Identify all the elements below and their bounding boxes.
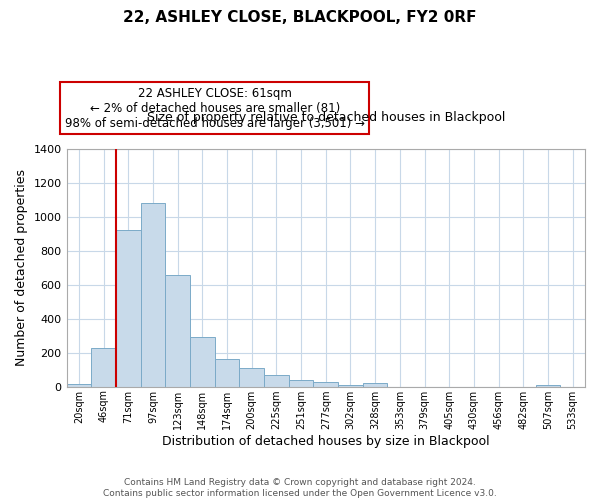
Bar [289, 380, 313, 386]
Text: 22 ASHLEY CLOSE: 61sqm
← 2% of detached houses are smaller (81)
98% of semi-deta: 22 ASHLEY CLOSE: 61sqm ← 2% of detached … [65, 87, 365, 130]
Bar [363, 384, 388, 386]
Y-axis label: Number of detached properties: Number of detached properties [15, 169, 28, 366]
Bar [91, 348, 116, 387]
Bar [190, 338, 215, 386]
X-axis label: Distribution of detached houses by size in Blackpool: Distribution of detached houses by size … [162, 434, 490, 448]
Bar [140, 203, 165, 386]
Bar [165, 276, 190, 386]
Bar [338, 385, 363, 386]
Text: Contains HM Land Registry data © Crown copyright and database right 2024.
Contai: Contains HM Land Registry data © Crown c… [103, 478, 497, 498]
Bar [215, 360, 239, 386]
Text: 22, ASHLEY CLOSE, BLACKPOOL, FY2 0RF: 22, ASHLEY CLOSE, BLACKPOOL, FY2 0RF [123, 10, 477, 25]
Bar [313, 382, 338, 386]
Bar [536, 385, 560, 386]
Title: Size of property relative to detached houses in Blackpool: Size of property relative to detached ho… [146, 111, 505, 124]
Bar [239, 368, 264, 386]
Bar [116, 230, 140, 386]
Bar [264, 375, 289, 386]
Bar [67, 384, 91, 386]
